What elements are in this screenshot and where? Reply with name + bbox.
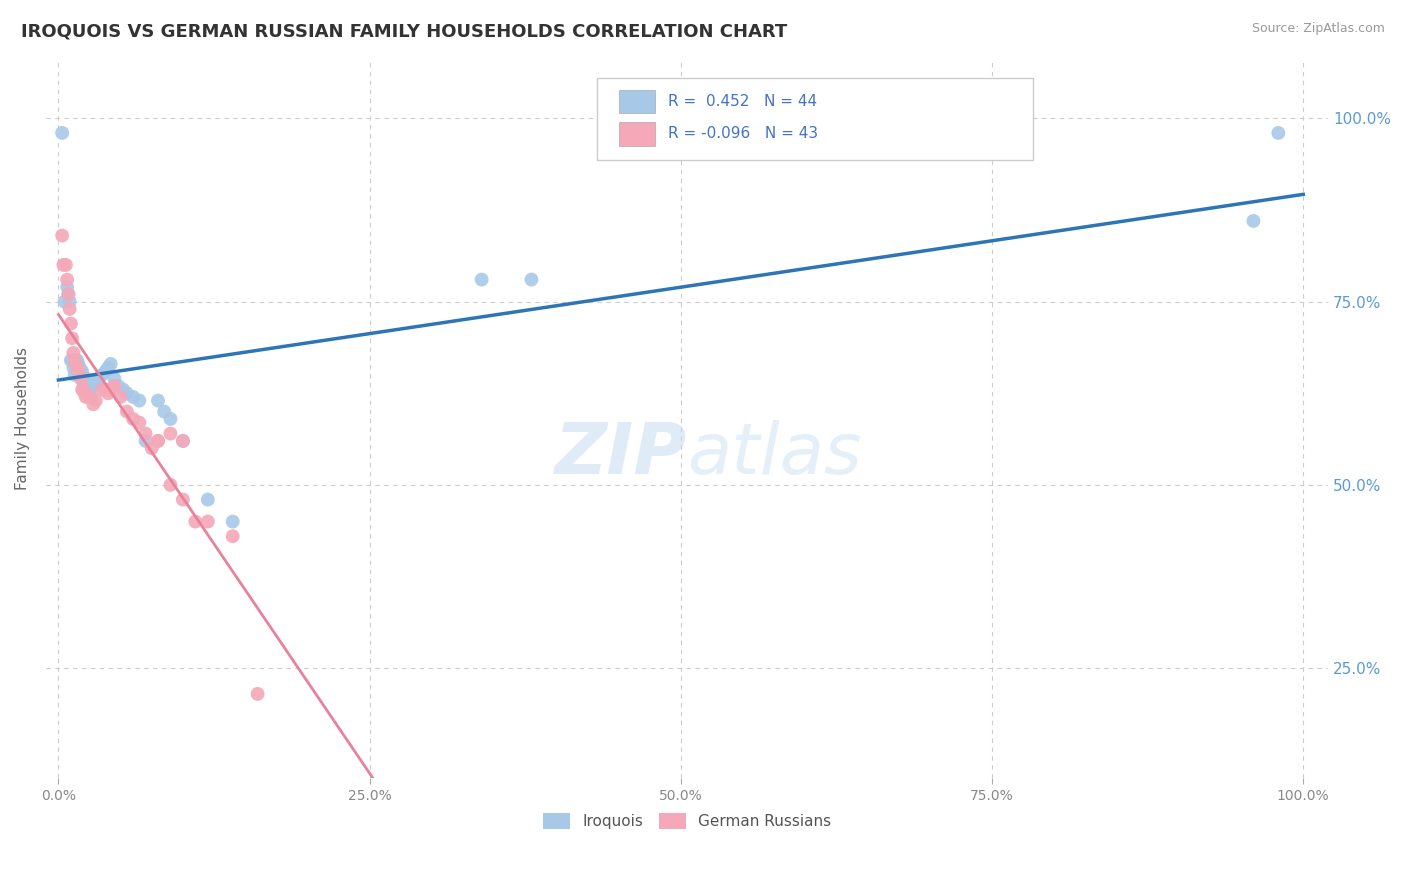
- Point: [100, 357, 122, 371]
- Point: [56, 272, 79, 286]
- Point: [51, 228, 73, 243]
- Point: [146, 434, 169, 448]
- Point: [128, 416, 150, 430]
- Point: [79, 390, 101, 404]
- Point: [1267, 126, 1289, 140]
- Point: [76, 376, 98, 390]
- Point: [107, 379, 129, 393]
- Point: [471, 272, 494, 286]
- Point: [82, 379, 104, 393]
- Text: R = -0.096   N = 43: R = -0.096 N = 43: [668, 126, 818, 141]
- Point: [246, 687, 269, 701]
- Point: [110, 390, 132, 404]
- Point: [115, 386, 138, 401]
- Point: [128, 393, 150, 408]
- Point: [197, 492, 219, 507]
- Point: [51, 126, 73, 140]
- Y-axis label: Family Households: Family Households: [15, 347, 30, 491]
- Point: [172, 434, 194, 448]
- Point: [62, 346, 84, 360]
- Point: [84, 376, 107, 390]
- Point: [135, 434, 157, 448]
- Text: R =  0.452   N = 44: R = 0.452 N = 44: [668, 94, 817, 109]
- Point: [97, 386, 120, 401]
- Point: [59, 317, 82, 331]
- Point: [63, 368, 86, 382]
- Point: [91, 368, 114, 382]
- Text: Source: ZipAtlas.com: Source: ZipAtlas.com: [1251, 22, 1385, 36]
- Point: [103, 371, 125, 385]
- Point: [146, 434, 169, 448]
- Text: ZIP: ZIP: [555, 420, 688, 490]
- Point: [97, 360, 120, 375]
- Point: [80, 390, 103, 404]
- Point: [91, 383, 114, 397]
- Point: [197, 515, 219, 529]
- Point: [60, 331, 83, 345]
- Text: IROQUOIS VS GERMAN RUSSIAN FAMILY HOUSEHOLDS CORRELATION CHART: IROQUOIS VS GERMAN RUSSIAN FAMILY HOUSEH…: [21, 22, 787, 40]
- Point: [66, 353, 89, 368]
- Point: [72, 383, 94, 397]
- Point: [122, 390, 145, 404]
- Point: [159, 412, 181, 426]
- Point: [146, 393, 169, 408]
- Point: [94, 383, 117, 397]
- Point: [79, 383, 101, 397]
- Point: [222, 529, 245, 543]
- Point: [59, 294, 82, 309]
- Point: [55, 258, 77, 272]
- Point: [84, 393, 107, 408]
- Point: [58, 287, 80, 301]
- Text: atlas: atlas: [688, 420, 862, 490]
- Point: [59, 353, 82, 368]
- Legend: Iroquois, German Russians: Iroquois, German Russians: [537, 807, 838, 835]
- Point: [56, 280, 79, 294]
- Point: [115, 404, 138, 418]
- Bar: [619, 122, 655, 145]
- Point: [60, 353, 83, 368]
- Point: [70, 364, 93, 378]
- Point: [70, 383, 93, 397]
- Point: [112, 383, 135, 397]
- Point: [66, 360, 89, 375]
- Point: [75, 390, 97, 404]
- Point: [65, 357, 87, 371]
- Point: [172, 434, 194, 448]
- Point: [122, 412, 145, 426]
- Point: [141, 442, 163, 456]
- Point: [53, 294, 76, 309]
- Point: [62, 360, 84, 375]
- Point: [184, 515, 207, 529]
- Point: [87, 371, 110, 385]
- Point: [159, 426, 181, 441]
- Point: [72, 376, 94, 390]
- Point: [172, 492, 194, 507]
- Point: [100, 383, 122, 397]
- Point: [153, 404, 176, 418]
- Point: [135, 426, 157, 441]
- Point: [73, 386, 96, 401]
- Point: [82, 397, 104, 411]
- Point: [159, 478, 181, 492]
- Point: [59, 301, 82, 316]
- Point: [520, 272, 543, 286]
- Point: [69, 371, 91, 385]
- Point: [69, 360, 91, 375]
- Point: [222, 515, 245, 529]
- Point: [52, 258, 75, 272]
- FancyBboxPatch shape: [598, 78, 1033, 161]
- Point: [73, 371, 96, 385]
- Bar: [619, 90, 655, 113]
- Point: [67, 364, 90, 378]
- Point: [75, 371, 97, 385]
- Point: [1243, 214, 1265, 228]
- Point: [103, 379, 125, 393]
- Point: [94, 364, 117, 378]
- Point: [67, 357, 90, 371]
- Point: [63, 353, 86, 368]
- Point: [69, 368, 91, 382]
- Point: [69, 364, 91, 378]
- Point: [58, 287, 80, 301]
